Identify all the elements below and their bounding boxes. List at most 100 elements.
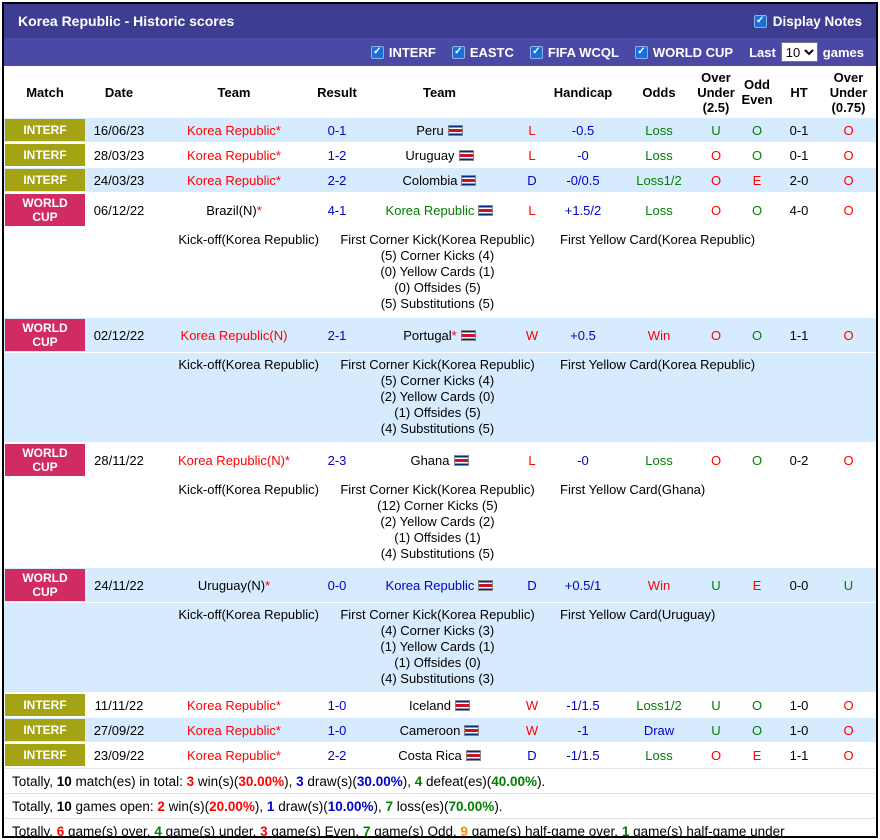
detail-stats: (4) Corner Kicks (3) (1) Yellow Cards (1)… <box>319 623 556 687</box>
win-loss-indicator: L <box>528 202 536 218</box>
summary-segment: 20.00% <box>209 799 255 814</box>
filter-checkbox[interactable]: ✓ <box>529 45 543 59</box>
home-team[interactable]: Korea Republic* <box>187 147 281 163</box>
home-team[interactable]: Korea Republic* <box>187 722 281 738</box>
first-yellow-label: First Yellow Card(Korea Republic) <box>560 357 756 372</box>
odd-even: O <box>751 452 763 468</box>
away-team-name: Cameroon <box>399 722 461 738</box>
match-type-cell: INTERF <box>4 118 86 142</box>
stat-line: (4) Substitutions (5) <box>380 421 495 436</box>
home-team[interactable]: Brazil(N) * <box>206 202 262 218</box>
filter-checkbox-item[interactable]: ✓ WORLD CUP <box>634 44 734 60</box>
match-row: INTERF 27/09/22 Korea Republic* 1-0 Came… <box>4 718 876 743</box>
odds-result: Draw <box>643 722 675 738</box>
stat-line: (1) Offsides (5) <box>394 405 481 420</box>
summary-segment: game(s) Even, <box>267 824 363 838</box>
away-team[interactable]: Iceland <box>358 693 521 717</box>
over-under-075: O <box>843 327 854 343</box>
first-corner-label: First Corner Kick(Korea Republic) <box>340 232 535 247</box>
detail-stats: (12) Corner Kicks (5) (2) Yellow Cards (2… <box>319 498 556 562</box>
costa-rica-flag-icon <box>461 174 477 186</box>
home-star: * <box>451 327 457 343</box>
column-header: Over Under (0.75) <box>829 69 868 115</box>
check-icon: ✓ <box>637 46 646 57</box>
filter-checkbox-item[interactable]: ✓ FIFA WCQL <box>529 45 619 60</box>
odds-result: Loss <box>645 747 673 763</box>
match-result: 0-0 <box>327 577 347 593</box>
away-team[interactable]: Uruguay <box>358 143 521 167</box>
odd-even: O <box>751 202 763 218</box>
over-under-25: U <box>711 122 721 138</box>
column-header: Team <box>217 84 251 100</box>
column-header: Date <box>104 84 134 100</box>
over-under-25: U <box>711 577 721 593</box>
filter-checkbox[interactable]: ✓ <box>634 45 648 59</box>
check-icon: ✓ <box>756 15 765 26</box>
home-team[interactable]: Korea Republic* <box>187 172 281 188</box>
detail-first-events: Kick-off(Korea Republic) First Corner Ki… <box>4 357 876 373</box>
costa-rica-flag-icon <box>460 329 476 341</box>
display-notes-label: Display Notes <box>772 13 862 29</box>
away-team-name: Iceland <box>409 697 451 713</box>
match-type-badge: INTERF <box>5 719 85 741</box>
match-detail-block: Kick-off(Korea Republic) First Corner Ki… <box>4 603 876 693</box>
home-team[interactable]: Korea Republic* <box>187 697 281 713</box>
summary-segment: Totally, <box>12 799 57 814</box>
over-under-075: O <box>843 747 854 763</box>
match-result: 0-1 <box>327 122 347 138</box>
odds-result: Win <box>647 327 671 343</box>
home-team[interactable]: Korea Republic(N)* <box>178 452 290 468</box>
match-result: 2-2 <box>327 747 347 763</box>
away-team[interactable]: Costa Rica <box>358 743 521 767</box>
summary-segment: Totally, <box>12 774 57 789</box>
filter-label: WORLD CUP <box>652 44 734 60</box>
column-header: Result <box>317 84 357 100</box>
match-type-cell: WORLD CUP <box>4 443 86 477</box>
away-team[interactable]: Ghana <box>358 443 521 477</box>
match-result: 1-0 <box>327 722 347 738</box>
odds-result: Loss <box>645 452 673 468</box>
filter-checkbox-item[interactable]: ✓ INTERF <box>370 45 436 60</box>
match-row: INTERF 23/09/22 Korea Republic* 2-2 Cost… <box>4 743 876 768</box>
odd-even: O <box>751 722 763 738</box>
home-team[interactable]: Korea Republic* <box>187 122 281 138</box>
away-team-name: Portugal* <box>403 327 457 343</box>
away-team-name: Uruguay <box>405 147 455 163</box>
last-games-select[interactable]: 10 <box>780 42 818 62</box>
display-notes-checkbox[interactable]: ✓ <box>753 14 767 28</box>
odds-result: Loss <box>645 202 673 218</box>
match-type-badge: WORLD CUP <box>5 569 85 601</box>
win-loss-indicator: D <box>527 172 537 188</box>
display-notes-toggle[interactable]: ✓ Display Notes <box>753 13 862 29</box>
away-team[interactable]: Peru <box>358 118 521 142</box>
home-team[interactable]: Korea Republic(N) <box>180 327 288 343</box>
summary-segment: game(s) Odd, <box>370 824 461 838</box>
half-time-score: 0-0 <box>789 577 809 593</box>
filter-checkbox[interactable]: ✓ <box>370 45 384 59</box>
table-body: INTERF 16/06/23 Korea Republic* 0-1 Peru… <box>4 118 876 768</box>
filter-checkbox-item[interactable]: ✓ EASTC <box>451 45 514 60</box>
match-date: 24/11/22 <box>94 577 144 593</box>
match-date: 16/06/23 <box>93 122 145 138</box>
match-result: 1-0 <box>327 697 347 713</box>
summary-line: Totally, 6 game(s) over, 4 game(s) under… <box>4 818 876 838</box>
odd-even: E <box>752 172 762 188</box>
summary-segment: 9 <box>460 824 468 838</box>
stat-line: (4) Corner Kicks (3) <box>380 623 495 638</box>
away-team[interactable]: Cameroon <box>358 718 521 742</box>
away-team[interactable]: Colombia <box>358 168 521 192</box>
away-team[interactable]: Korea Republic <box>358 193 521 227</box>
stat-line: (1) Offsides (1) <box>394 530 481 545</box>
kickoff-label: Kick-off(Korea Republic) <box>178 357 319 372</box>
first-yellow-label: First Yellow Card(Uruguay) <box>560 607 716 622</box>
match-row: WORLD CUP 24/11/22 Uruguay(N) * 0-0 Korea… <box>4 568 876 603</box>
away-team[interactable]: Korea Republic <box>358 568 521 602</box>
away-team[interactable]: Portugal* <box>358 318 521 352</box>
filter-checkbox[interactable]: ✓ <box>451 45 465 59</box>
win-loss-indicator: W <box>525 327 539 343</box>
over-under-25: U <box>711 697 721 713</box>
home-team[interactable]: Uruguay(N) * <box>197 577 271 593</box>
column-header: Match <box>26 84 64 100</box>
half-time-score: 2-0 <box>789 172 809 188</box>
home-team[interactable]: Korea Republic* <box>187 747 281 763</box>
